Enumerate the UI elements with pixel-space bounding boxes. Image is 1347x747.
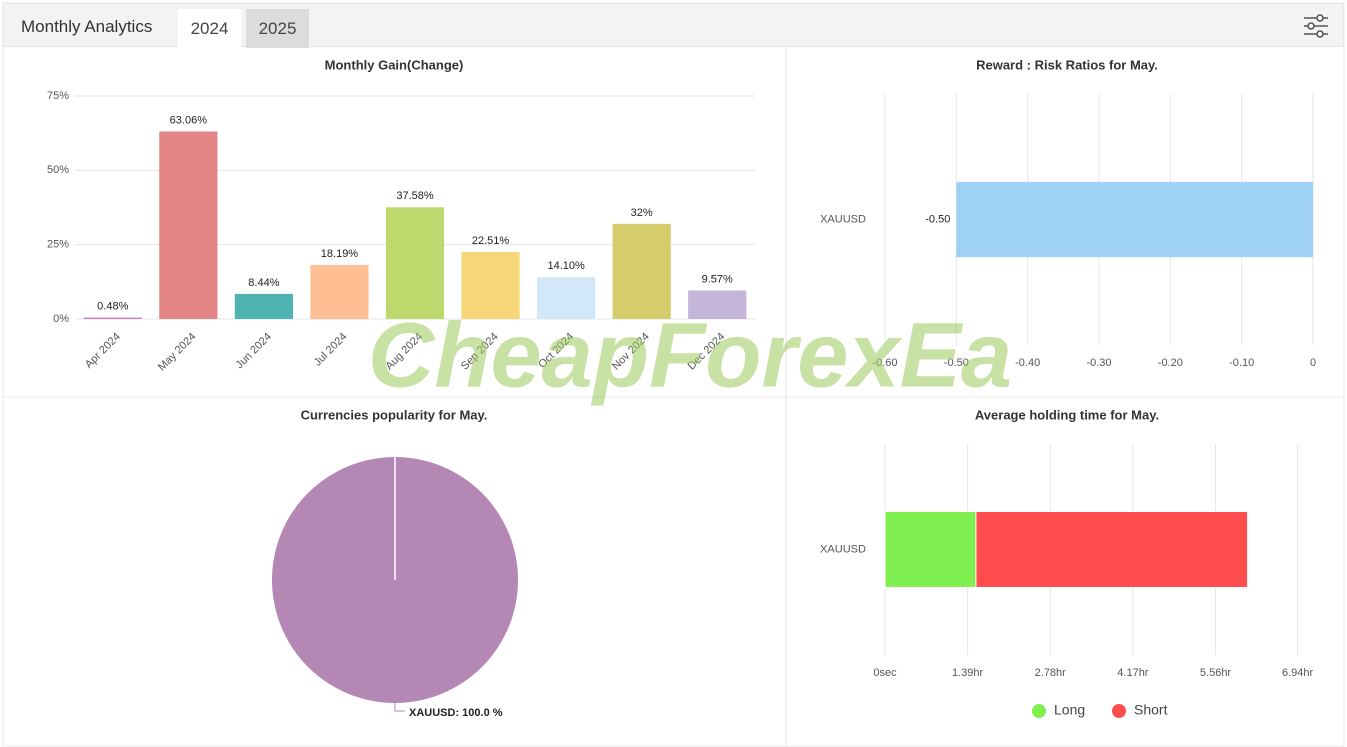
value-label: 9.57% (702, 273, 733, 285)
value-label: 18.19% (321, 248, 359, 260)
x-tick-label: Nov 2024 (610, 331, 652, 373)
x-tick-label: Sep 2024 (459, 331, 501, 373)
x-tick-label: 0 (1310, 357, 1316, 369)
x-tick-label: 4.17hr (1117, 667, 1149, 679)
value-label: 0.48% (97, 300, 128, 312)
bar (310, 264, 369, 319)
bar (688, 290, 747, 319)
value-label: 22.51% (472, 235, 510, 247)
legend-label: Short (1134, 702, 1168, 718)
x-tick-label: -0.10 (1229, 357, 1254, 369)
x-tick-label: -0.50 (944, 357, 969, 369)
x-tick-label: Dec 2024 (686, 331, 728, 373)
header: Monthly Analytics 2024 2025 (3, 3, 1344, 48)
y-tick-label: 25% (47, 239, 69, 251)
x-tick-label: Jun 2024 (234, 331, 274, 371)
bar (537, 277, 596, 319)
y-tick-label: 50% (47, 164, 69, 176)
x-tick-label: -0.30 (1086, 357, 1111, 369)
filter-icon[interactable] (1303, 14, 1329, 38)
y-tick-label: XAUUSD (820, 543, 866, 555)
bar-segment (975, 511, 1249, 588)
value-label: 14.10% (547, 260, 585, 272)
value-label: -0.50 (925, 213, 950, 225)
x-tick-label: Aug 2024 (383, 331, 425, 373)
legend-swatch (1032, 704, 1046, 718)
x-tick-label: 2.78hr (1035, 667, 1067, 679)
bar (234, 293, 293, 319)
bar (956, 181, 1313, 258)
legend-swatch (1112, 704, 1126, 718)
x-tick-label: -0.20 (1158, 357, 1183, 369)
bar (612, 223, 671, 319)
bar (461, 252, 520, 319)
chart-title: Currencies popularity for May. (301, 407, 488, 422)
value-label: 8.44% (248, 277, 279, 289)
x-tick-label: Jul 2024 (312, 331, 350, 369)
legend-label: Long (1054, 702, 1085, 718)
tab[interactable]: 2025 (246, 9, 309, 48)
x-tick-label: -0.60 (872, 357, 897, 369)
bar (159, 131, 218, 319)
chart-title: Monthly Gain(Change) (325, 57, 464, 72)
chart-title: Reward : Risk Ratios for May. (976, 57, 1158, 72)
x-tick-label: Oct 2024 (536, 331, 576, 371)
x-tick-label: -0.40 (1015, 357, 1040, 369)
value-label: 37.58% (396, 190, 434, 202)
leader-line (394, 703, 405, 712)
tab[interactable]: 2024 (178, 9, 241, 48)
x-tick-label: Apr 2024 (83, 331, 123, 371)
watermark: CheapForexEa (368, 304, 1012, 406)
slice-label: XAUUSD: 100.0 % (409, 707, 503, 719)
y-tick-label: 75% (47, 90, 69, 102)
bar (83, 317, 142, 320)
chart-title: Average holding time for May. (975, 407, 1159, 422)
value-label: 63.06% (170, 114, 208, 126)
x-tick-label: May 2024 (156, 331, 199, 374)
y-tick-label: XAUUSD (820, 213, 866, 225)
bar-segment (884, 511, 977, 588)
x-tick-label: 6.94hr (1282, 667, 1314, 679)
bar (385, 207, 445, 319)
y-tick-label: 0% (53, 313, 69, 325)
x-tick-label: 5.56hr (1200, 667, 1232, 679)
x-tick-label: 1.39hr (952, 667, 984, 679)
value-label: 32% (631, 207, 653, 219)
header-title: Monthly Analytics (21, 17, 153, 36)
x-tick-label: 0sec (873, 667, 897, 679)
